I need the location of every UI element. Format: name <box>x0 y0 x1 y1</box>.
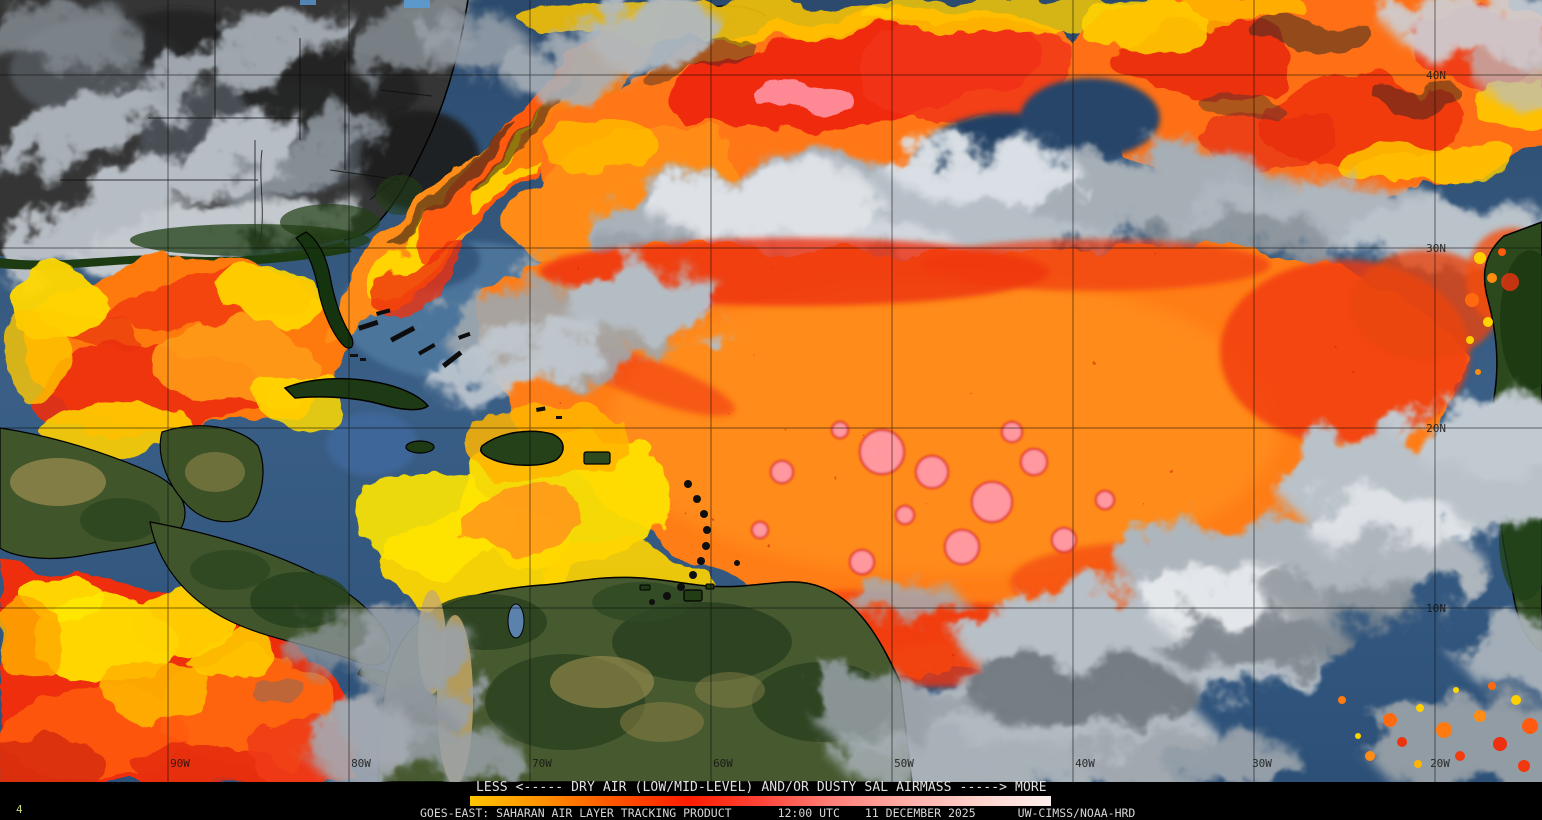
florida-peninsula <box>295 231 366 361</box>
jamaica-island <box>405 440 435 454</box>
lat-label-20n: 20N <box>1426 422 1446 435</box>
colorbar-caption: LESS <----- DRY AIR (LOW/MID-LEVEL) AND/… <box>476 780 1047 795</box>
lat-label-40n: 40N <box>1426 69 1446 82</box>
product-title-bar: GOES-EAST: SAHARAN AIR LAYER TRACKING PR… <box>420 806 1135 820</box>
lat-label-10n: 10N <box>1426 602 1446 615</box>
gulf-of-mexico-sal <box>5 257 347 454</box>
product-credit: UW-CIMSS/NOAA-HRD <box>1017 806 1136 820</box>
puerto-rico-island <box>583 451 611 465</box>
hispaniola-island <box>480 430 564 467</box>
product-title: GOES-EAST: SAHARAN AIR LAYER TRACKING PR… <box>420 806 732 820</box>
africa-coastal-speckles <box>1465 248 1519 375</box>
lon-label-40w: 40W <box>1075 757 1095 770</box>
lon-label-80w: 80W <box>351 757 371 770</box>
south-america-land <box>307 576 962 782</box>
lon-label-60w: 60W <box>713 757 733 770</box>
lon-label-70w: 70W <box>532 757 552 770</box>
trinidad-island <box>683 589 703 602</box>
product-date: 11 DECEMBER 2025 <box>864 806 976 820</box>
lon-label-90w: 90W <box>170 757 190 770</box>
bottom-left-sal-mass <box>0 558 358 782</box>
lon-label-50w: 50W <box>894 757 914 770</box>
lesser-antilles-arc <box>649 480 740 605</box>
satellite-map: 40N 30N 20N 10N 90W 80W 70W 60W 50W 40W … <box>0 0 1542 782</box>
lat-label-30n: 30N <box>1426 242 1446 255</box>
lon-label-30w: 30W <box>1252 757 1272 770</box>
tropical-convection-speckles <box>1338 682 1538 772</box>
central-america-land <box>0 425 468 717</box>
bahamas-islands <box>358 308 562 419</box>
colorbar <box>470 796 1051 806</box>
great-lakes <box>404 0 430 8</box>
cuba-island <box>283 377 430 411</box>
product-time: 12:00 UTC <box>777 806 840 820</box>
latlon-grid <box>0 0 1542 782</box>
caribbean-islands <box>283 308 740 605</box>
grid-labels: 40N 30N 20N 10N 90W 80W 70W 60W 50W 40W … <box>170 69 1450 770</box>
lon-label-20w: 20W <box>1430 757 1450 770</box>
lake-maracaibo <box>507 603 525 639</box>
frame-number-mark: 4 <box>16 803 23 816</box>
bahamas-area-clouds <box>434 262 725 398</box>
